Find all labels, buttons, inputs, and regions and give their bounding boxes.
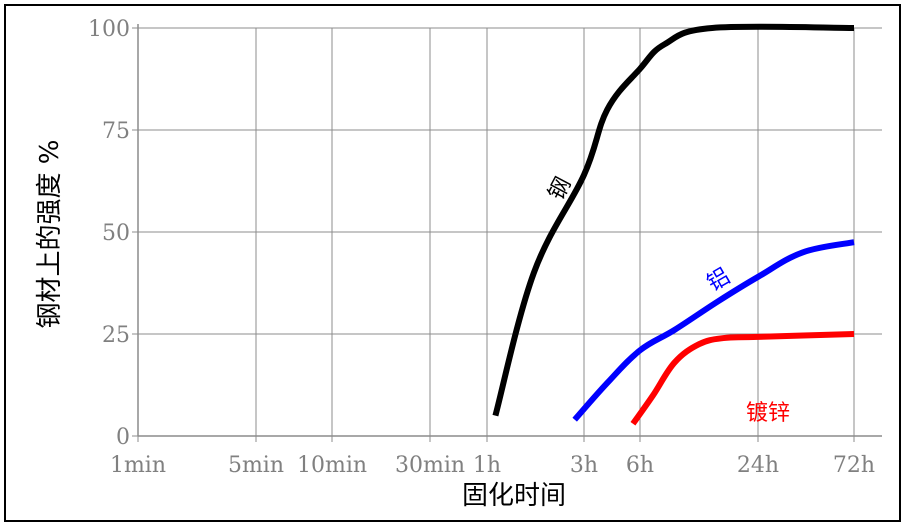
series-line-aluminium	[572, 239, 855, 422]
x-tick-label: 24h	[737, 453, 779, 478]
y-tick-label: 75	[102, 119, 130, 144]
x-tick-label: 10min	[297, 453, 367, 478]
series-line-galvanized	[630, 331, 855, 426]
series-line-steel	[492, 23, 855, 417]
y-tick-label: 25	[102, 323, 130, 348]
y-tick-label: 50	[102, 221, 130, 246]
y-axis-title: 钢材上的强度 %	[35, 140, 65, 329]
x-tick-label: 72h	[833, 453, 875, 478]
axes	[132, 24, 882, 442]
y-tick-label: 0	[116, 425, 130, 450]
y-tick-labels: 0 25 50 75 100	[88, 17, 130, 450]
series-label-galvanized: 镀锌	[746, 401, 790, 426]
x-tick-label: 5min	[228, 453, 284, 478]
line-chart: 0 25 50 75 100 1min 5min 10min 30min 1h 3h 6h 24h 72…	[35, 17, 882, 511]
chart-frame: 0 25 50 75 100 1min 5min 10min 30min 1h 3h 6h 24h 72…	[4, 4, 901, 522]
series-lines	[492, 23, 855, 426]
x-tick-label: 30min	[395, 453, 465, 478]
x-tick-label: 1min	[110, 453, 166, 478]
x-tick-label: 6h	[626, 453, 654, 478]
grid-lines	[138, 27, 882, 436]
x-axis-title: 固化时间	[462, 481, 566, 511]
x-tick-labels: 1min 5min 10min 30min 1h 3h 6h 24h 72h	[110, 453, 875, 478]
x-tick-label: 1h	[473, 453, 501, 478]
x-tick-label: 3h	[570, 453, 598, 478]
y-tick-label: 100	[88, 17, 130, 42]
